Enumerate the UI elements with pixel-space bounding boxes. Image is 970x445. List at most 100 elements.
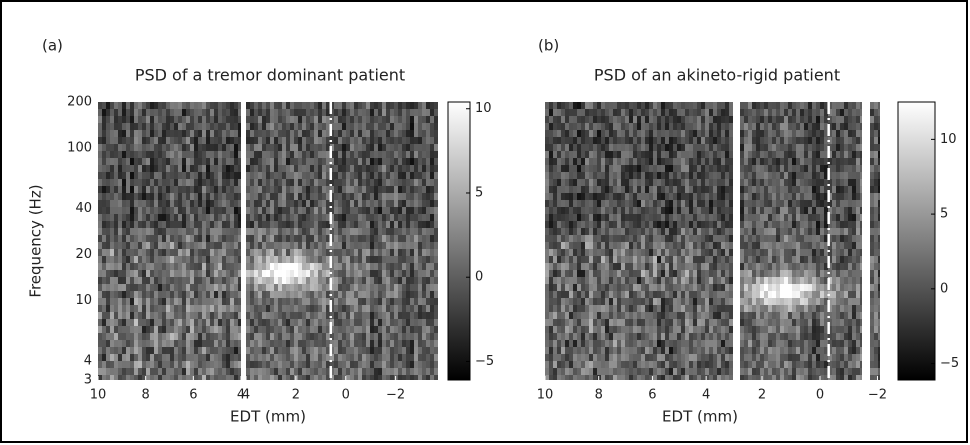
- panel-label: (a): [42, 37, 63, 55]
- spectrogram-cell: [581, 200, 585, 207]
- spectrogram-cell: [230, 256, 234, 263]
- spectrogram-cell: [422, 263, 426, 270]
- spectrogram-cell: [238, 340, 241, 347]
- spectrogram-cell: [198, 109, 202, 116]
- spectrogram-cell: [266, 207, 270, 214]
- spectrogram-cell: [238, 172, 241, 179]
- spectrogram-cell: [350, 186, 354, 193]
- spectrogram-cell: [657, 193, 661, 200]
- spectrogram-cell: [665, 158, 669, 165]
- spectrogram-cell: [218, 242, 222, 249]
- spectrogram-cell: [382, 235, 386, 242]
- spectrogram-cell: [150, 137, 154, 144]
- spectrogram-cell: [577, 340, 581, 347]
- spectrogram-cell: [134, 102, 138, 109]
- spectrogram-cell: [549, 312, 553, 319]
- spectrogram-cell: [565, 193, 569, 200]
- spectrogram-cell: [170, 102, 174, 109]
- spectrogram-cell: [310, 368, 314, 375]
- spectrogram-cell: [142, 263, 146, 270]
- spectrogram-cell: [166, 235, 170, 242]
- spectrogram-cell: [561, 235, 565, 242]
- spectrogram-cell: [661, 298, 665, 305]
- spectrogram-cell: [210, 172, 214, 179]
- spectrogram-cell: [685, 256, 689, 263]
- spectrogram-cell: [374, 186, 378, 193]
- spectrogram-cell: [625, 144, 629, 151]
- spectrogram-cell: [110, 312, 114, 319]
- spectrogram-cell: [170, 235, 174, 242]
- spectrogram-cell: [577, 319, 581, 326]
- spectrogram-cell: [354, 165, 358, 172]
- spectrogram-cell: [170, 368, 174, 375]
- spectrogram-cell: [182, 151, 186, 158]
- spectrogram-cell: [182, 207, 186, 214]
- spectrogram-cell: [350, 270, 354, 277]
- spectrogram-cell: [174, 333, 178, 340]
- spectrogram-cell: [617, 102, 621, 109]
- spectrogram-cell: [565, 116, 569, 123]
- spectrogram-cell: [346, 249, 350, 256]
- spectrogram-cell: [254, 319, 258, 326]
- spectrogram-cell: [98, 151, 102, 158]
- spectrogram-cell: [114, 144, 118, 151]
- spectrogram-cell: [126, 347, 130, 354]
- spectrogram-cell: [362, 340, 366, 347]
- spectrogram-cell: [322, 298, 326, 305]
- spectrogram-cell: [589, 228, 593, 235]
- spectrogram-cell: [298, 340, 302, 347]
- spectrogram-cell: [322, 172, 326, 179]
- spectrogram-cell: [238, 207, 241, 214]
- spectrogram-cell: [246, 207, 250, 214]
- spectrogram-cell: [194, 158, 198, 165]
- spectrogram-cell: [589, 214, 593, 221]
- spectrogram-cell: [258, 193, 262, 200]
- spectrogram-cell: [569, 361, 573, 368]
- spectrogram-cell: [166, 221, 170, 228]
- spectrogram-cell: [426, 200, 430, 207]
- spectrogram-cell: [553, 284, 557, 291]
- spectrogram-cell: [298, 375, 302, 380]
- spectrogram-cell: [338, 298, 342, 305]
- spectrogram-cell: [573, 242, 577, 249]
- spectrogram-cell: [601, 116, 605, 123]
- spectrogram-cell: [250, 130, 254, 137]
- spectrogram-cell: [645, 221, 649, 228]
- spectrogram-cell: [126, 186, 130, 193]
- spectrogram-cell: [170, 221, 174, 228]
- spectrogram-cell: [557, 109, 561, 116]
- spectrogram-cell: [210, 333, 214, 340]
- spectrogram-cell: [354, 312, 358, 319]
- spectrogram-cell: [178, 312, 182, 319]
- spectrogram-cell: [138, 102, 142, 109]
- spectrogram-cell: [661, 144, 665, 151]
- spectrogram-cell: [653, 109, 657, 116]
- spectrogram-cell: [118, 123, 122, 130]
- spectrogram-cell: [673, 123, 677, 130]
- spectrogram-cell: [649, 340, 653, 347]
- spectrogram-cell: [322, 151, 326, 158]
- spectrogram-cell: [262, 102, 266, 109]
- spectrogram-cell: [430, 368, 434, 375]
- spectrogram-cell: [406, 340, 410, 347]
- spectrogram-cell: [98, 200, 102, 207]
- spectrogram-cell: [102, 340, 106, 347]
- spectrogram-cell: [302, 368, 306, 375]
- spectrogram-cell: [617, 312, 621, 319]
- spectrogram-cell: [581, 158, 585, 165]
- spectrogram-cell: [210, 165, 214, 172]
- spectrogram-cell: [338, 137, 342, 144]
- spectrogram-cell: [613, 186, 617, 193]
- spectrogram-cell: [130, 109, 134, 116]
- spectrogram-cell: [374, 102, 378, 109]
- spectrogram-cell: [693, 242, 697, 249]
- spectrogram-cell: [166, 291, 170, 298]
- spectrogram-cell: [418, 354, 422, 361]
- spectrogram-cell: [585, 319, 589, 326]
- spectrogram-cell: [597, 235, 601, 242]
- spectrogram-cell: [130, 116, 134, 123]
- spectrogram-cell: [637, 242, 641, 249]
- spectrogram-cell: [382, 116, 386, 123]
- spectrogram-cell: [222, 228, 226, 235]
- spectrogram-cell: [685, 165, 689, 172]
